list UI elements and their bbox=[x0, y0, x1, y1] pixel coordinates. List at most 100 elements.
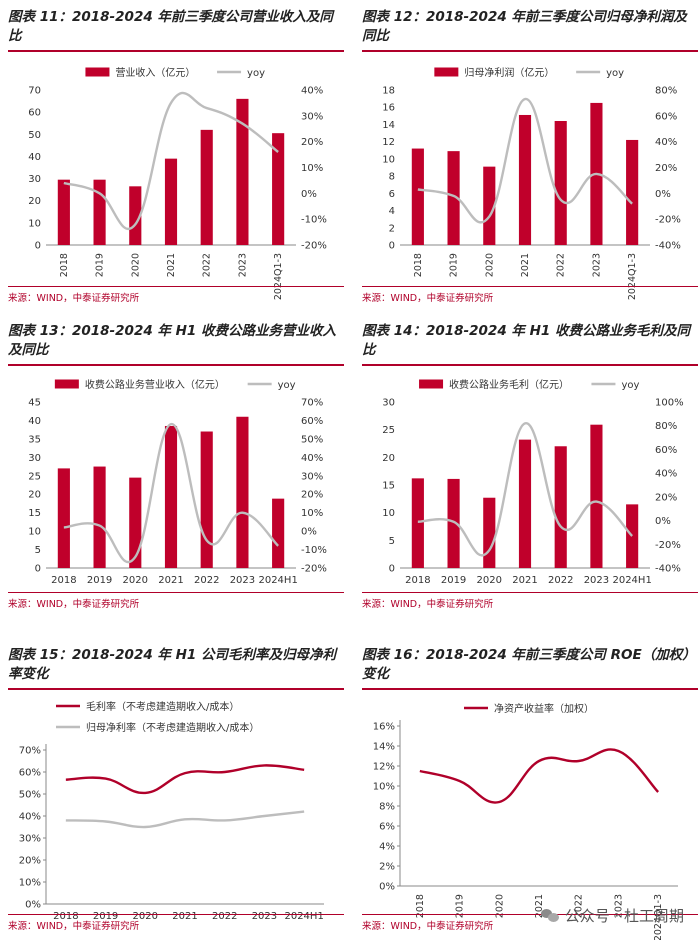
y-tick-label: 10 bbox=[382, 154, 395, 165]
chart-svg: 0 2 4 6 8 10 12 14 16 18 -40% -20% 0% 20% 40% 60% 80% 201… bbox=[382, 66, 681, 300]
bar bbox=[129, 477, 142, 568]
series-line bbox=[417, 422, 634, 557]
y-tick-label: 25 bbox=[382, 425, 395, 436]
x-tick-label: 2020 bbox=[484, 253, 495, 277]
title-rule bbox=[362, 364, 698, 366]
legend-swatch bbox=[434, 67, 459, 77]
y-tick-label: 40 bbox=[28, 152, 41, 163]
bar bbox=[447, 151, 460, 245]
y-tick-label: 25 bbox=[28, 471, 41, 482]
source-note: 来源：WIND，中泰证券研究所 bbox=[362, 914, 698, 932]
x-tick-label: 2020 bbox=[133, 911, 158, 922]
panel-16: 图表 16：2018-2024 年前三季度公司 ROE（加权）变化 0% 2% 4%… bbox=[362, 646, 700, 940]
legend-label: 归母净利率（不考虑建造期收入/成本） bbox=[86, 721, 259, 734]
x-tick-label: 2018 bbox=[53, 911, 78, 922]
y-tick-label: 0% bbox=[379, 882, 395, 893]
panel-15: 图表 15：2018-2024 年 H1 公司毛利率及归母净利率变化 0% 10%… bbox=[8, 646, 348, 936]
y2-tick-label: -20% bbox=[655, 215, 681, 226]
y-tick-label: 30 bbox=[28, 453, 41, 464]
bar bbox=[518, 114, 532, 245]
x-tick-label: 2020 bbox=[130, 253, 141, 277]
legend-label: 归母净利润（亿元） bbox=[464, 66, 554, 79]
bar bbox=[200, 431, 213, 568]
x-tick-label: 2022 bbox=[574, 894, 585, 918]
x-tick-label: 2024Q1-3 bbox=[653, 894, 664, 940]
bar bbox=[57, 468, 70, 568]
panel-14: 图表 14：2018-2024 年 H1 收费公路业务毛利及同比 0 5 10 15 2… bbox=[362, 322, 700, 617]
bar bbox=[200, 129, 213, 245]
chart-title: 图表 15：2018-2024 年 H1 公司毛利率及归母净利率变化 bbox=[8, 647, 337, 682]
y-tick-label: 8 bbox=[389, 172, 395, 183]
legend-label: 收费公路业务营业收入（亿元） bbox=[85, 378, 225, 391]
x-tick-label: 2021 bbox=[166, 253, 177, 277]
x-tick-label: 2022 bbox=[212, 911, 237, 922]
y2-tick-label: 20% bbox=[301, 490, 323, 501]
watermark-text: 公众号 · 杜工周期 bbox=[564, 907, 684, 925]
bar bbox=[483, 497, 496, 568]
y-tick-label: 2% bbox=[379, 862, 395, 873]
y-tick-label: 60% bbox=[19, 768, 41, 779]
x-tick-label: 2018 bbox=[405, 575, 430, 586]
chart-title: 图表 12：2018-2024 年前三季度公司归母净利润及同比 bbox=[362, 9, 687, 44]
y2-tick-label: 40% bbox=[655, 469, 677, 480]
x-tick-label: 2021 bbox=[172, 911, 197, 922]
chart-title: 图表 13：2018-2024 年 H1 收费公路业务营业收入及同比 bbox=[8, 323, 337, 358]
title-rule bbox=[362, 50, 698, 52]
y-tick-label: 12% bbox=[373, 762, 395, 773]
legend-label: yoy bbox=[247, 68, 265, 79]
y-tick-label: 50% bbox=[19, 790, 41, 801]
bar bbox=[129, 186, 142, 245]
y-tick-label: 5 bbox=[35, 545, 41, 556]
bar bbox=[483, 166, 496, 245]
y-tick-label: 35 bbox=[28, 434, 41, 445]
y-tick-label: 60 bbox=[28, 108, 41, 119]
x-tick-label: 2023 bbox=[237, 253, 248, 277]
y-tick-label: 20 bbox=[28, 196, 41, 207]
x-tick-label: 2021 bbox=[512, 575, 537, 586]
y2-tick-label: 40% bbox=[301, 86, 323, 97]
y2-tick-label: 20% bbox=[655, 492, 677, 503]
y-tick-label: 0 bbox=[35, 564, 41, 575]
x-tick-label: 2019 bbox=[449, 253, 460, 277]
x-tick-label: 2021 bbox=[158, 575, 183, 586]
x-tick-label: 2019 bbox=[95, 253, 106, 277]
y2-tick-label: 0% bbox=[655, 189, 671, 200]
y2-tick-label: 30% bbox=[301, 471, 323, 482]
y-tick-label: 50 bbox=[28, 130, 41, 141]
y-tick-label: 4 bbox=[389, 206, 395, 217]
bar bbox=[272, 133, 285, 245]
x-tick-label: 2021 bbox=[520, 253, 531, 277]
y-tick-label: 10 bbox=[382, 508, 395, 519]
y-tick-label: 18 bbox=[382, 86, 395, 97]
x-tick-label: 2020 bbox=[123, 575, 148, 586]
x-tick-label: 2024H1 bbox=[284, 911, 323, 922]
y-tick-label: 20 bbox=[382, 453, 395, 464]
y-tick-label: 20 bbox=[28, 490, 41, 501]
x-tick-label: 2023 bbox=[230, 575, 255, 586]
watermark: 公众号 · 杜工周期 bbox=[540, 905, 684, 926]
x-tick-label: 2022 bbox=[194, 575, 219, 586]
y-tick-label: 4% bbox=[379, 842, 395, 853]
y-tick-label: 20% bbox=[19, 856, 41, 867]
title-rule bbox=[8, 50, 344, 52]
bar bbox=[57, 179, 70, 245]
y2-tick-label: -20% bbox=[301, 564, 327, 575]
y-tick-label: 70% bbox=[19, 746, 41, 757]
x-tick-label: 2023 bbox=[252, 911, 277, 922]
y-tick-label: 0 bbox=[389, 241, 395, 252]
title-rule bbox=[8, 688, 344, 690]
y-tick-label: 40% bbox=[19, 812, 41, 823]
y2-tick-label: 10% bbox=[301, 163, 323, 174]
chart-svg: 0 10 20 30 40 50 60 70 -20% -10% 0% 10% 20% 30% 40% 201… bbox=[28, 66, 327, 300]
legend-label: 毛利率（不考虑建造期收入/成本） bbox=[86, 700, 239, 713]
chart-title: 图表 11：2018-2024 年前三季度公司营业收入及同比 bbox=[8, 9, 333, 44]
x-tick-label: 2018 bbox=[51, 575, 76, 586]
bar bbox=[411, 148, 424, 245]
x-tick-label: 2020 bbox=[477, 575, 502, 586]
chart-title: 图表 16：2018-2024 年前三季度公司 ROE（加权）变化 bbox=[362, 647, 689, 682]
series-line bbox=[65, 764, 305, 795]
y2-tick-label: -40% bbox=[655, 564, 681, 575]
chart-svg: 0% 2% 4% 6% 8% 10% 12% 14% 16% 2018 2019 2020 2021 20… bbox=[373, 702, 678, 940]
series-line bbox=[419, 748, 660, 804]
chart-title: 图表 14：2018-2024 年 H1 收费公路业务毛利及同比 bbox=[362, 323, 691, 358]
